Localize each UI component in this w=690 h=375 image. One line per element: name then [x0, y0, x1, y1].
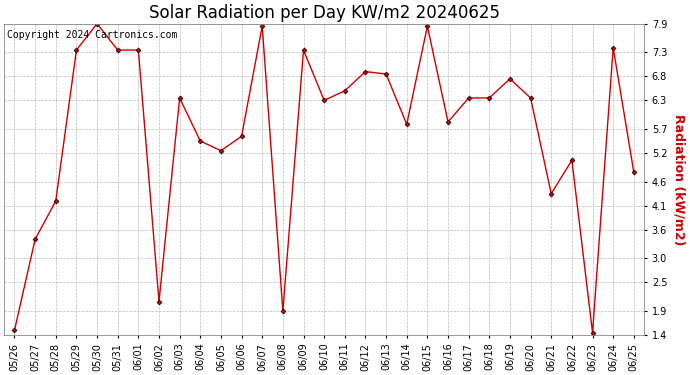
- Title: Solar Radiation per Day KW/m2 20240625: Solar Radiation per Day KW/m2 20240625: [148, 4, 500, 22]
- Text: Copyright 2024 Cartronics.com: Copyright 2024 Cartronics.com: [8, 30, 178, 40]
- Y-axis label: Radiation (kW/m2): Radiation (kW/m2): [673, 114, 686, 245]
